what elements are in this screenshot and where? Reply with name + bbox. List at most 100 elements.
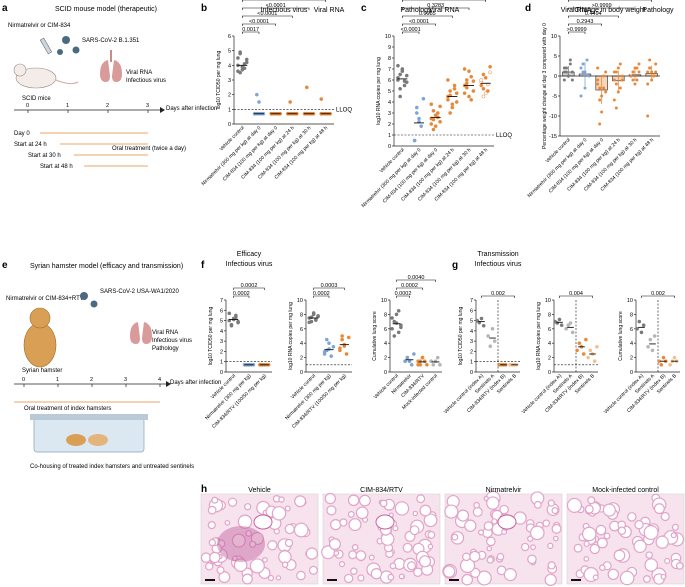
data-point [618, 62, 622, 66]
data-point [452, 86, 457, 91]
data-point [404, 73, 409, 78]
data-point [340, 334, 344, 338]
alveolus [343, 573, 354, 584]
lloq-label: LLOQ [336, 107, 352, 113]
y-tick-label: 5 [470, 319, 473, 325]
panel-a-virus: SARS-CoV-2 B.1.351 [82, 38, 140, 44]
data-point [629, 74, 633, 78]
inflammation-area [217, 526, 265, 562]
alveolus [357, 574, 365, 582]
alveolus [486, 556, 494, 564]
data-point [431, 127, 436, 132]
alveolus [607, 568, 620, 581]
data-point [652, 74, 656, 78]
alveolus [324, 492, 336, 505]
alveolus [416, 494, 426, 504]
alveolus [398, 573, 405, 580]
y-tick-label: 7 [388, 67, 391, 73]
alveolus [583, 556, 590, 562]
data-point [479, 316, 484, 321]
data-point [462, 67, 467, 71]
alveolus [351, 544, 359, 551]
significance-bracket [568, 31, 586, 34]
significance-bracket [233, 295, 250, 298]
y-tick-label: 4 [630, 341, 633, 347]
data-point [238, 51, 242, 56]
y-tick-label: 8 [630, 312, 633, 318]
data-point [412, 138, 417, 143]
data-point [390, 316, 394, 320]
histology-panel: Vehicle [200, 487, 319, 585]
alveolus [207, 505, 217, 515]
data-point [481, 94, 486, 99]
data-point [329, 354, 334, 359]
data-point [602, 86, 606, 90]
p-value-label: 0.0085 [419, 11, 436, 17]
airway [375, 514, 395, 530]
timeline-arrow-icon [160, 107, 165, 113]
significance-bracket [313, 287, 345, 290]
data-point [568, 58, 572, 62]
schedule-48h: Start at 48 h [40, 164, 73, 170]
data-point [431, 117, 436, 122]
significance-bracket [402, 7, 470, 10]
histology-label: Mock-infected control [592, 487, 659, 494]
chart-title: Infectious virus [261, 7, 308, 14]
schedule-30h: Start at 30 h [28, 153, 61, 159]
p-value-label: 0.0002 [241, 283, 258, 289]
alveolus [617, 526, 627, 535]
timeline-tick-label: 1 [56, 377, 59, 383]
alveolus [486, 545, 492, 552]
data-point [402, 79, 407, 83]
data-point [483, 75, 488, 80]
scale-bar [327, 579, 337, 581]
data-point [311, 311, 316, 315]
y-tick-label: 10 [551, 34, 557, 40]
data-point [436, 111, 440, 115]
data-point [568, 62, 572, 66]
alveolus [461, 573, 474, 586]
y-tick-label: 6 [630, 327, 633, 333]
scale-bar [205, 579, 215, 581]
alveolus [503, 568, 517, 582]
data-point [587, 74, 591, 78]
timeline-arrow-icon [166, 381, 171, 387]
data-point [435, 355, 440, 360]
y-axis-label: log10 RNA copies per mg lung [288, 302, 294, 370]
alveolus [267, 540, 278, 551]
p-value-label: <0.0001 [249, 19, 269, 25]
data-point [481, 323, 486, 328]
significance-bracket [641, 295, 675, 298]
cage-icon [30, 414, 148, 453]
data-point [568, 321, 573, 325]
data-point [402, 83, 407, 88]
data-point [344, 352, 349, 356]
significance-bracket [242, 15, 293, 18]
y-tick-label: 1 [228, 107, 231, 113]
alveolus [671, 523, 679, 531]
timeline-tick-label: 1 [66, 103, 69, 109]
data-point [471, 89, 476, 93]
data-point [307, 320, 312, 325]
y-tick-label: 2 [220, 349, 223, 355]
alveolus [499, 504, 509, 515]
data-point [399, 325, 403, 330]
y-tick-label: 5 [220, 319, 223, 325]
y-tick-label: 8 [548, 312, 551, 318]
y-tick-label: 2 [470, 349, 473, 355]
panel-e-title: Syrian hamster model (efficacy and trans… [30, 263, 183, 270]
significance-bracket [481, 295, 515, 298]
data-point [481, 72, 486, 77]
data-point [564, 326, 568, 331]
data-point [602, 74, 606, 78]
data-point [464, 81, 469, 86]
data-point [429, 122, 434, 126]
panel-e-virus: SARS-CoV-2 USA-WA1/2020 [100, 289, 179, 295]
alveolus [613, 549, 626, 562]
panel-a-readout-2: Infectious virus [126, 78, 166, 84]
data-point [409, 362, 414, 367]
y-tick-label: 6 [384, 327, 387, 333]
panel-label-g: g [452, 260, 458, 271]
alveolus [347, 494, 360, 507]
